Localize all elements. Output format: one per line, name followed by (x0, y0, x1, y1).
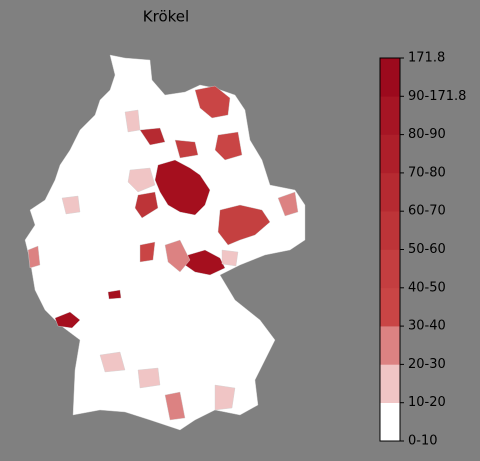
map-title: Krökel (143, 8, 189, 26)
colorbar-segment (380, 326, 400, 365)
colorbar-label: 90-171.8 (408, 89, 466, 104)
district (214, 384, 236, 411)
colorbar-label: 0-10 (408, 434, 438, 449)
district (221, 249, 239, 267)
colorbar-segment (380, 287, 400, 327)
colorbar-label: 10-20 (408, 395, 446, 410)
district (27, 245, 41, 269)
district (164, 239, 191, 273)
district (139, 127, 166, 146)
district (154, 159, 211, 216)
colorbar-segment (380, 364, 400, 403)
colorbar-label: 171.8 (408, 51, 445, 66)
district (99, 351, 126, 373)
district (164, 391, 186, 421)
colorbar-label: 70-80 (408, 165, 446, 180)
district (194, 85, 231, 119)
district (134, 191, 159, 219)
colorbar-segment (380, 402, 400, 442)
colorbar: 0-10 10-20 20-30 30-40 40-50 50-60 60-70 70-80 8… (379, 51, 466, 449)
colorbar-segment (380, 58, 400, 97)
colorbar-label: 60-70 (408, 204, 446, 219)
district (139, 241, 156, 263)
district (184, 249, 226, 276)
colorbar-segment (380, 134, 400, 174)
district (217, 204, 271, 246)
colorbar-label: 30-40 (408, 319, 446, 334)
colorbar-label: 20-30 (408, 357, 446, 372)
germany-map (24, 54, 306, 431)
colorbar-label: 40-50 (408, 280, 446, 295)
colorbar-label: 80-90 (408, 127, 446, 142)
colorbar-segment (380, 172, 400, 212)
district (214, 131, 243, 161)
district (137, 367, 161, 389)
colorbar-label: 50-60 (408, 242, 446, 257)
colorbar-segment (380, 96, 400, 135)
colorbar-segment (380, 211, 400, 250)
colorbar-segment (380, 249, 400, 289)
district (127, 167, 156, 193)
district (54, 311, 81, 329)
district (107, 289, 122, 300)
district (124, 109, 141, 133)
district (61, 195, 81, 215)
district (277, 191, 299, 217)
district (174, 139, 199, 159)
